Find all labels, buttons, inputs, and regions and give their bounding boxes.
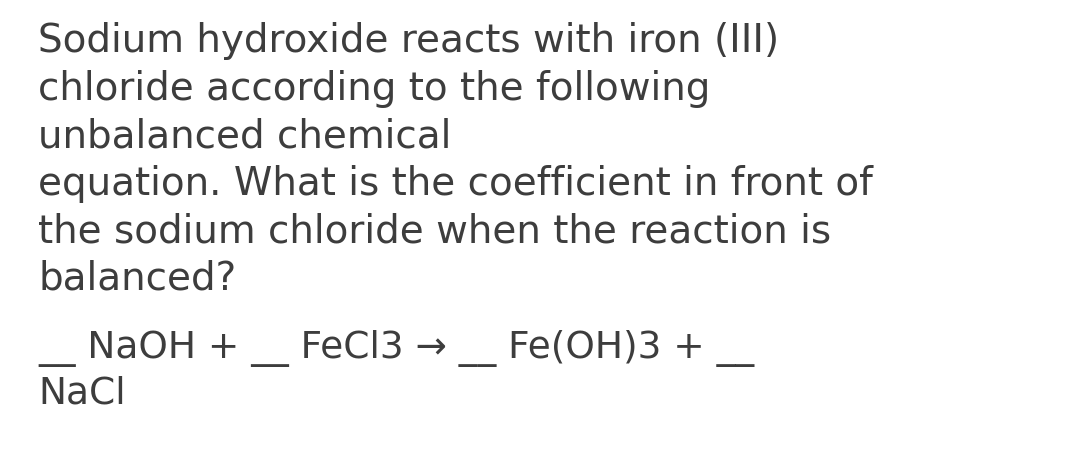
- Text: NaCl: NaCl: [38, 375, 125, 411]
- Text: __ NaOH + __ FeCl3 → __ Fe(OH)3 + __: __ NaOH + __ FeCl3 → __ Fe(OH)3 + __: [38, 330, 754, 367]
- Text: Sodium hydroxide reacts with iron (III)
chloride according to the following
unba: Sodium hydroxide reacts with iron (III) …: [38, 22, 873, 298]
